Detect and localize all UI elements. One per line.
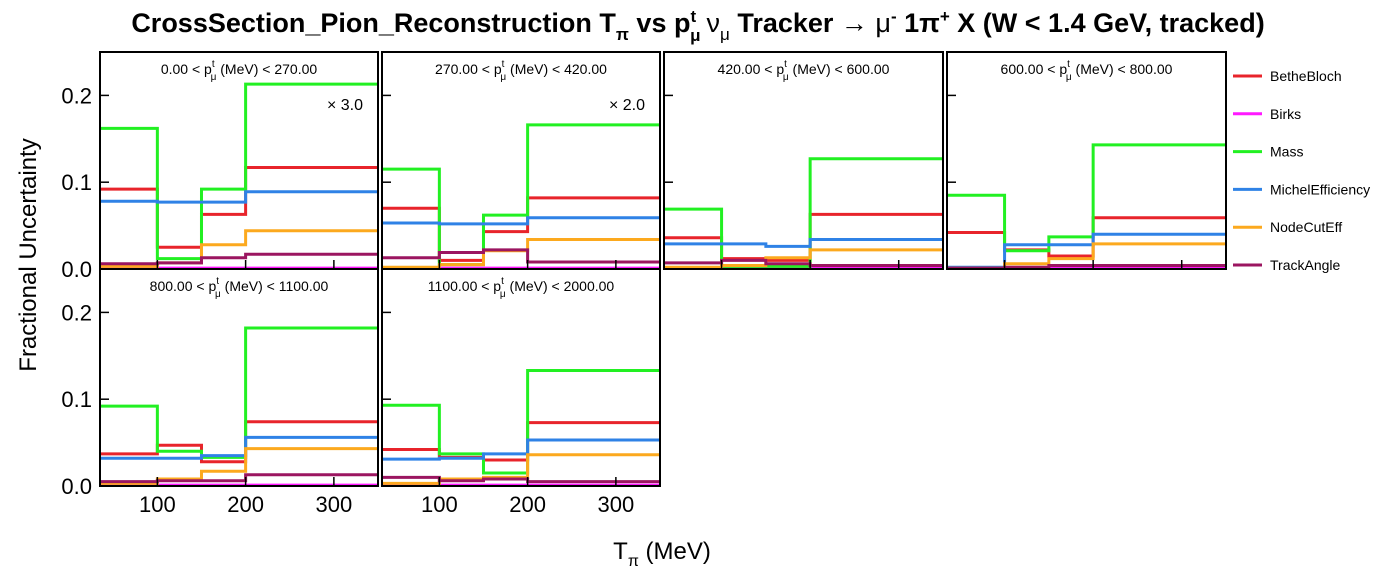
x-axis-label-unit: (MeV): [639, 538, 711, 565]
panel-frame: [381, 268, 661, 487]
title-tail: X (W < 1.4 GeV, tracked): [950, 8, 1265, 38]
title-pion-sup: +: [940, 7, 950, 26]
x-tick-label: 100: [421, 492, 458, 517]
panel-background: [664, 52, 943, 269]
panel-scale-factor: × 3.0: [327, 97, 363, 114]
series-line-mass: [100, 82, 378, 261]
series-line-michelefficiency: [382, 216, 660, 226]
x-tick-label: 200: [227, 492, 264, 517]
legend-label: BetheBloch: [1270, 68, 1342, 84]
panel-1: 0.00 < pt μ (MeV) < 270.00 × 3.0 0.0 0.1 0.2: [61, 51, 379, 282]
panel-2: 270.00 < pt μ (MeV) < 420.00× 2.0: [381, 51, 661, 270]
panel-bin-label: 270.00 < pt μ (MeV) < 420.00: [435, 59, 607, 83]
series-line-mass: [382, 123, 660, 267]
title-mu-sup: -: [891, 7, 897, 26]
title-nu: ν: [707, 8, 721, 38]
panel-frame: [99, 268, 379, 487]
series-line-michelefficiency: [382, 438, 660, 461]
legend: BetheBloch Birks Mass MichelEfficiency NodeC…: [1233, 68, 1370, 273]
y-axis-label: Fractional Uncertainty: [15, 138, 42, 371]
panel-3: 420.00 < pt μ (MeV) < 600.00: [663, 51, 944, 270]
title-mu: μ: [868, 8, 891, 38]
x-tick-label: 300: [316, 492, 353, 517]
y-tick-label: 0.2: [61, 83, 92, 108]
panel-frame: [663, 51, 944, 270]
panel-6: 1100.00 < pt μ (MeV) < 2000.00 100 200 300: [381, 268, 661, 517]
series-line-michelefficiency: [100, 190, 378, 204]
title-arrow: →: [841, 8, 868, 38]
title-vs: vs p: [629, 8, 691, 38]
title-lead: CrossSection_Pion_Reconstruction T: [131, 8, 616, 38]
panel-4: 600.00 < pt μ (MeV) < 800.00: [946, 51, 1227, 270]
panel-background: [382, 52, 660, 269]
title-tracker: Tracker: [730, 8, 841, 38]
panel-bin-label: 600.00 < pt μ (MeV) < 800.00: [1001, 59, 1173, 83]
title-pion: 1π: [897, 8, 940, 38]
chart-title: CrossSection_Pion_Reconstruction Tπ vs p…: [131, 7, 1264, 45]
legend-label: TrackAngle: [1270, 257, 1341, 273]
y-tick-label: 0.1: [61, 170, 92, 195]
panel-background: [100, 52, 378, 269]
panel-frame: [946, 51, 1227, 270]
title-p-sub: μ: [690, 26, 700, 45]
legend-label: NodeCutEff: [1270, 219, 1342, 235]
y-tick-label: 0.1: [61, 387, 92, 412]
legend-label: MichelEfficiency: [1270, 181, 1370, 197]
x-tick-label: 200: [509, 492, 546, 517]
panels-layer: 0.00 < pt μ (MeV) < 270.00 × 3.0 0.0 0.1 0.2 2…: [61, 51, 1227, 517]
title-nu-sub: μ: [720, 25, 730, 44]
title-t-sub: π: [616, 25, 629, 44]
y-tick-label: 0.0: [61, 474, 92, 499]
x-axis-label: Tπ (MeV): [613, 538, 711, 570]
legend-label: Mass: [1270, 144, 1303, 160]
panel-bin-label: 420.00 < pt μ (MeV) < 600.00: [718, 59, 890, 83]
panel-bin-label: 0.00 < pt μ (MeV) < 270.00: [161, 59, 318, 83]
x-tick-label: 300: [598, 492, 635, 517]
y-tick-label: 0.2: [61, 300, 92, 325]
chart-title-svg: CrossSection_Pion_Reconstruction Tπ vs p…: [131, 7, 1264, 45]
series-line-michelefficiency: [664, 237, 943, 248]
chart-title-row: CrossSection_Pion_Reconstruction Tπ vs p…: [0, 2, 1396, 45]
panel-bin-label: 1100.00 < pt μ (MeV) < 2000.00: [428, 276, 615, 300]
legend-label: Birks: [1270, 106, 1301, 122]
panel-bin-label: 800.00 < pt μ (MeV) < 1100.00: [150, 276, 329, 300]
series-line-mass: [382, 369, 660, 475]
x-tick-label: 100: [139, 492, 176, 517]
y-tick-label: 0.0: [61, 257, 92, 282]
title-p-sup: t: [690, 7, 696, 26]
series-line-michelefficiency: [100, 435, 378, 460]
panel-5: 800.00 < pt μ (MeV) < 1100.00 0.0 0.1 0.2 100…: [61, 268, 379, 517]
panel-scale-factor: × 2.0: [609, 97, 645, 114]
x-axis-label-main: T: [613, 538, 628, 565]
x-axis-label-sub: π: [628, 553, 639, 570]
